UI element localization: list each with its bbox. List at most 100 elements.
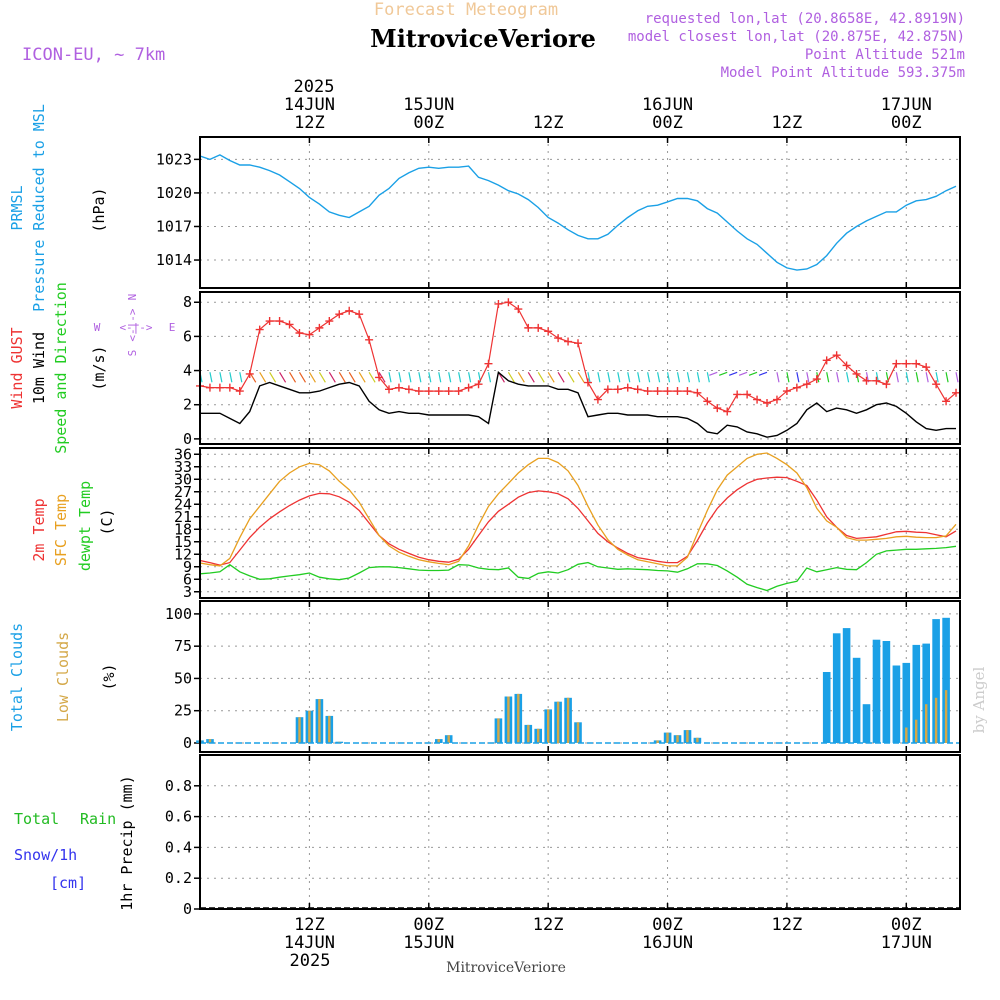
y-tick-label: 0.4 [165, 838, 192, 856]
compass-mid: <-|-> [119, 321, 152, 334]
wind-gust-marker [653, 387, 662, 396]
model-label: ICON-EU, ~ 7km [22, 45, 165, 65]
wind-gust-marker [643, 387, 652, 396]
compass-s: S [126, 350, 139, 357]
low-clouds-bar [298, 717, 301, 743]
wind-gust-marker [952, 388, 961, 397]
wind-direction-arrow [348, 371, 356, 383]
precipitation-frame [199, 754, 961, 910]
wind-direction-arrow [719, 371, 728, 376]
wind-direction-arrow [438, 372, 442, 383]
wind-gust-marker [922, 363, 931, 372]
low-clouds-bar [527, 724, 530, 743]
y-tick-label: 15 [174, 533, 192, 551]
total-clouds-bar [942, 617, 950, 743]
wind-direction-arrow [925, 372, 929, 383]
wind-gust-marker [554, 334, 563, 343]
wind-gust-marker [494, 299, 503, 308]
wind-direction-arrow [706, 372, 710, 383]
low-clouds-bar [656, 740, 659, 743]
wind-direction-arrow [338, 371, 346, 383]
wind-direction-arrow [308, 371, 316, 383]
bottom-hour-label: 12Z [294, 915, 325, 935]
wind-gust-marker [882, 380, 891, 389]
wind-direction-arrow [796, 372, 800, 383]
wind-label-speed: Speed and Direction [52, 282, 70, 454]
wind-gust-marker [902, 359, 911, 368]
wind-direction-arrow [657, 372, 661, 383]
wind-gust-marker [325, 317, 334, 326]
y-tick-label: 2 [183, 396, 192, 414]
wind-gust-marker [603, 385, 612, 394]
wind-gust-marker [743, 390, 752, 399]
cloud-label-total: Total Clouds [8, 623, 26, 731]
precip-label-snow: Snow/1h [14, 846, 77, 864]
wind-gust-marker [772, 395, 781, 404]
wind-gust-marker [205, 383, 214, 392]
wind-direction-arrow [239, 372, 243, 383]
wind-direction-arrow [758, 371, 768, 376]
total-clouds-bar [822, 672, 831, 743]
wind-direction-arrow [647, 372, 651, 383]
pressure-label-msl: Pressure Reduced to MSL [30, 104, 48, 312]
wind-direction-arrow [328, 371, 336, 383]
wind-gust-marker [524, 323, 533, 332]
wind-direction-arrow [748, 371, 758, 376]
total-clouds-bar [912, 644, 921, 743]
top-hour-label: 00Z [891, 113, 922, 133]
total-clouds-bar [932, 619, 940, 743]
y-tick-label: 9 [183, 558, 192, 576]
precipitation-panel: 0 0.2 0.4 0.6 0.8 [165, 755, 960, 918]
wind-frame [199, 291, 961, 445]
y-tick-label: 0.2 [165, 869, 192, 887]
total-clouds-bar [892, 665, 901, 743]
watermark: by Angel [970, 666, 988, 733]
precip-label-unit: 1hr Precip (mm) [118, 775, 136, 910]
wind-direction-arrow [368, 371, 376, 383]
y-tick-label: 6 [183, 327, 192, 345]
total-clouds-bar [922, 643, 930, 743]
temp-2m-line [199, 476, 957, 566]
wind-direction-arrow [467, 372, 472, 383]
wind-gust-marker [444, 387, 453, 396]
compass-e: E [169, 321, 176, 334]
bottom-year: 2025 [290, 951, 331, 971]
wind-label-10m: 10m Wind [30, 332, 48, 404]
wind-gust-marker [235, 387, 244, 396]
low-clouds-bar [905, 727, 908, 743]
bottom-hour-label: 00Z [652, 915, 683, 935]
wind-gust-marker [215, 383, 224, 392]
wind-gust-marker [404, 385, 413, 394]
wind-gust-marker [345, 306, 354, 315]
wind-label-gust: Wind GUST [8, 327, 26, 408]
wind-direction-arrow [637, 372, 641, 383]
footer-station: MitroviceVeriore [446, 960, 566, 976]
cloud-label-unit: (%) [100, 663, 118, 690]
temp-dewpt-line [199, 545, 957, 592]
wind-gust-marker [484, 359, 493, 368]
low-clouds-bar [208, 739, 212, 743]
wind-gust-marker [394, 383, 403, 392]
precip-labels: Total Rain Snow/1h [cm] 1hr Precip (mm) [14, 775, 136, 910]
y-tick-label: 12 [174, 545, 192, 563]
pressure-labels: PRMSL Pressure Reduced to MSL (hPa) [8, 104, 108, 312]
y-tick-label: 0.6 [165, 808, 192, 826]
top-hour-label: 12Z [533, 113, 564, 133]
wind-gust-marker [812, 375, 821, 384]
clouds-panel: 0 25 50 75 100 [165, 601, 960, 752]
wind-direction-arrow [418, 372, 422, 383]
wind-direction-arrow [686, 372, 691, 383]
precip-label-total: Total [14, 810, 59, 828]
point-altitude: Point Altitude 521m [805, 47, 965, 63]
banner-title: Forecast Meteogram [374, 0, 558, 20]
wind-gust-marker [723, 407, 732, 416]
wind-direction-arrow [318, 371, 326, 383]
wind-gust-marker [832, 351, 841, 360]
wind-gust-marker [514, 305, 523, 314]
bottom-date-label: 15JUN [403, 933, 454, 953]
low-clouds-bar [676, 735, 679, 743]
bottom-hour-label: 12Z [772, 915, 803, 935]
wind-gust-marker [534, 323, 543, 332]
